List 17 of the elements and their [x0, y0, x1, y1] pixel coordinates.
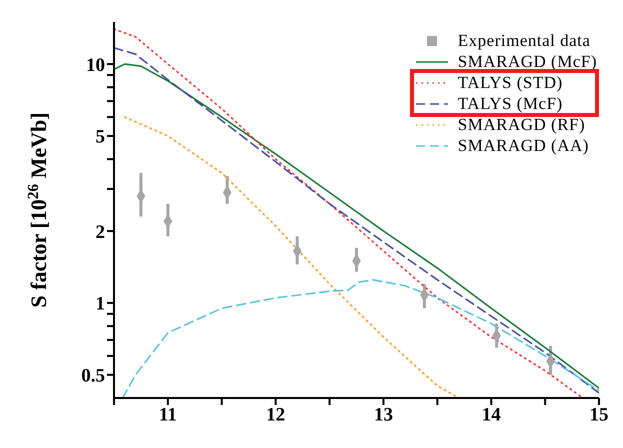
line-series [122, 278, 599, 398]
legend-label: SMARAGD (AA) [458, 135, 589, 156]
y-tick-label: 2 [96, 222, 105, 243]
x-tick-label: 14 [482, 404, 502, 426]
legend-label: TALYS (McF) [458, 93, 563, 114]
y-tick-label: 10 [86, 54, 105, 76]
x-tick-label: 11 [158, 404, 177, 426]
legend-label: Experimental data [458, 30, 590, 51]
x-tick-label: 12 [266, 404, 286, 426]
y-tick-label: 0.5 [81, 366, 105, 387]
legend-label: SMARAGD (RF) [458, 114, 586, 135]
legend-label: TALYS (STD) [458, 72, 563, 93]
x-tick-label: 15 [590, 404, 608, 426]
x-tick-label: 13 [374, 404, 393, 426]
y-tick-label: 5 [96, 126, 105, 148]
legend-label: SMARAGD (McF) [458, 51, 597, 72]
y-tick-label: 1 [96, 294, 105, 315]
